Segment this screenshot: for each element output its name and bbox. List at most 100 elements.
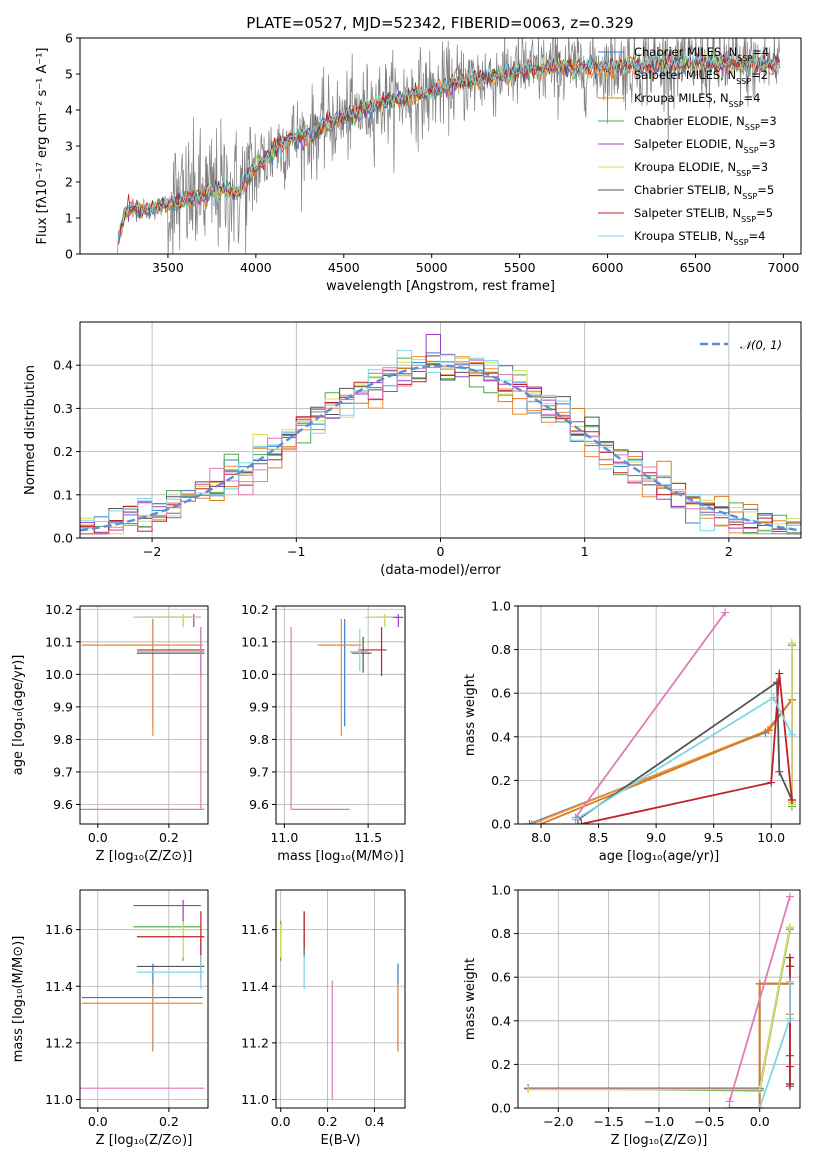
x-tick-label: 0.2 <box>159 1114 179 1129</box>
x-tick-label: 0 <box>437 544 445 559</box>
errorbar-salpeter-miles <box>81 983 203 1052</box>
y-tick-label: 9.8 <box>249 732 269 747</box>
y-tick-label: 3 <box>65 139 73 154</box>
series-kroupa-elodie <box>787 639 796 809</box>
x-tick-label: −0.5 <box>694 1114 724 1129</box>
y-tick-label: 10.0 <box>45 667 73 682</box>
data-point <box>775 767 784 776</box>
x-axis-label: age [log₁₀(age/yr)] <box>599 849 720 864</box>
axes-frame <box>79 37 802 255</box>
errorbar-chabrier-elodie <box>133 614 201 628</box>
series-line <box>581 673 793 824</box>
mass-vs-metallicity-panel: 0.0 0.2 11.0 11.2 11.4 11.6 Z [log₁₀(Z/Z⊙)] mas… <box>11 889 209 1148</box>
y-tick-label: 0.4 <box>491 729 511 744</box>
y-tick-label: 10.1 <box>45 634 73 649</box>
legend-label: Salpeter MILES, NSSP=2 <box>634 68 768 86</box>
y-axis-label: age [log₁₀(age/yr)] <box>11 655 26 776</box>
errorbar-chabrier-stelib <box>136 938 205 981</box>
errorbar-kroupa-stelib <box>136 955 205 990</box>
x-tick-label: 2 <box>725 544 733 559</box>
legend-label: Salpeter STELIB, NSSP=5 <box>634 206 773 224</box>
series-kroupa-stelib <box>571 693 796 824</box>
model-kroupa-elodie <box>118 50 781 242</box>
data-point <box>577 820 586 824</box>
axes-frame <box>517 889 801 1109</box>
plot-area <box>280 911 399 1100</box>
x-tick-label: 11.5 <box>354 830 382 845</box>
series-pink <box>571 608 730 822</box>
y-axis-label: mass [log₁₀(M/M⊙)] <box>11 936 26 1063</box>
data-point <box>767 778 776 787</box>
errorbar-salpeter-stelib <box>358 627 387 676</box>
errorbar-chabrier-elodie <box>133 918 201 961</box>
y-axis-label: Flux [fλ10⁻¹⁷ erg cm⁻² s⁻¹ A⁻¹] <box>35 48 50 245</box>
data-point <box>527 820 536 824</box>
x-tick-label: 9.5 <box>704 830 724 845</box>
errorbar-salpeter-miles <box>81 619 203 737</box>
y-tick-label: 0.6 <box>491 686 511 701</box>
x-tick-label: 5500 <box>504 260 536 275</box>
errorbar-chabrier-miles <box>317 619 362 727</box>
series-line <box>574 611 726 819</box>
errorbar-salpeter-stelib <box>136 911 205 963</box>
y-tick-label: 4 <box>65 103 73 118</box>
series-kroupa-miles <box>537 695 796 824</box>
axes-frame <box>275 605 406 825</box>
errorbar-kroupa-elodie <box>133 921 201 958</box>
y-tick-label: 0.2 <box>491 773 511 788</box>
y-tick-label: 9.9 <box>249 699 269 714</box>
errorbar-kroupa-elodie <box>133 614 201 628</box>
x-tick-label: −1.0 <box>644 1114 674 1129</box>
data-point <box>787 730 796 739</box>
y-tick-label: 9.7 <box>53 764 73 779</box>
spectrum-legend: Chabrier MILES, NSSP=4 Salpeter MILES, NS… <box>598 45 777 247</box>
errorbar-chabrier-miles <box>81 963 203 1052</box>
spectrum-title: PLATE=0527, MJD=52342, FIBERID=0063, z=0… <box>246 14 633 32</box>
histogram-chabrier-stelib <box>80 363 801 535</box>
errorbar-chabrier-elodie <box>368 614 394 628</box>
y-tick-label: 10.2 <box>45 602 73 617</box>
series-line <box>729 982 790 1108</box>
x-tick-label: −1 <box>287 544 305 559</box>
x-tick-label: 6500 <box>680 260 712 275</box>
y-tick-label: 0 <box>65 247 73 262</box>
y-tick-label: 0.0 <box>53 531 73 546</box>
errorbar-salpeter-miles <box>317 619 362 737</box>
series-line <box>728 896 791 1102</box>
x-tick-label: −2 <box>143 544 161 559</box>
spectrum-panel: 3500 4000 4500 5000 5500 6000 6500 7000 0 1 2 3 4 5 6 w… <box>35 31 802 294</box>
data-point <box>721 608 730 617</box>
y-tick-label: 2 <box>65 175 73 190</box>
x-axis-label: Z [log₁₀(Z/Z⊙)] <box>96 849 193 864</box>
y-tick-label: 11.0 <box>45 1092 73 1107</box>
axes-frame <box>79 889 209 1109</box>
data-point <box>755 979 764 988</box>
y-tick-label: 1.0 <box>491 883 511 898</box>
y-tick-label: 1 <box>65 211 73 226</box>
y-tick-label: 9.6 <box>249 797 269 812</box>
y-tick-label: 0.0 <box>491 1101 511 1116</box>
series-kroupa-stelib <box>755 977 794 1108</box>
y-tick-label: 9.6 <box>53 797 73 812</box>
model-kroupa-stelib <box>118 51 781 240</box>
y-tick-label: 0.2 <box>491 1057 511 1072</box>
axes-frame <box>517 605 801 825</box>
legend-label: Kroupa MILES, NSSP=4 <box>634 91 760 109</box>
x-tick-label: 0.0 <box>88 1114 108 1129</box>
data-point <box>537 820 546 824</box>
x-tick-label: 3500 <box>152 260 184 275</box>
y-tick-label: 5 <box>65 67 73 82</box>
y-tick-label: 10.1 <box>241 634 269 649</box>
errorbar-chabrier-miles <box>81 619 203 727</box>
data-point <box>787 796 796 805</box>
x-tick-label: 8.0 <box>531 830 551 845</box>
x-tick-label: 0.4 <box>365 1114 385 1129</box>
data-point <box>785 962 794 971</box>
errorbar-pink <box>80 627 205 810</box>
model-chabrier-stelib <box>118 52 781 232</box>
plot-area <box>290 614 404 810</box>
legend-label: 𝒩(0, 1) <box>740 338 782 352</box>
series-line <box>577 680 793 821</box>
y-axis-label: mass weight <box>463 674 478 756</box>
